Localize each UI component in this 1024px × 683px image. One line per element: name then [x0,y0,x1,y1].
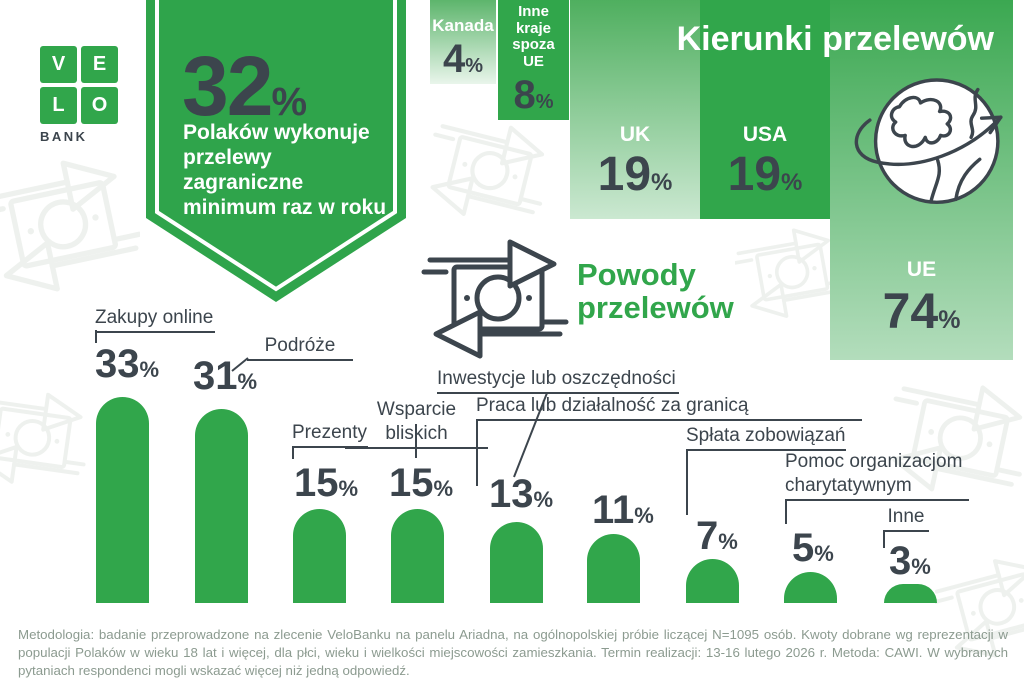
value-number: 31 [193,354,238,398]
value-number: 8 [513,73,536,117]
direction-label: USA [742,123,788,147]
direction-column-inne-kraje-spoza-ue: Inne kraje spoza UE 8% [498,0,569,120]
bar-sp-ata-zobowi-za [685,559,739,603]
bar-praca-lub-dzia-alno-za-granic [586,534,640,603]
value-unit: % [651,169,673,196]
bar-value: 7% [696,513,738,565]
bar-label: Praca lub działalność za granicą [476,394,862,421]
value-unit: % [535,91,554,113]
value-unit: % [911,554,931,579]
bar-label: Zakupy online [95,306,215,333]
direction-label: UK [619,123,651,147]
headline-line: przelewy [183,146,272,169]
money-transfer-icon [420,233,570,363]
bar-value: 11% [592,487,654,539]
bar-value: 33% [95,341,159,393]
globe-icon [854,78,1003,205]
headline-line: Polaków wykonuje [183,121,370,144]
bar-podr-e [194,409,248,603]
logo-letter-l: L [40,87,77,124]
direction-column-kanada: Kanada 4% [430,0,496,84]
velobank-logo-bank-label: BANK [40,129,88,144]
money-watermark-icon [425,115,550,225]
direction-label: Inne kraje spoza UE [512,2,555,71]
bar-label: Spłata zobowiązań [686,424,846,451]
bar-label: Prezenty [292,421,368,448]
value-unit: % [718,529,738,554]
value-unit: % [938,306,961,334]
value-unit: % [433,476,454,501]
headline-stat-description: Polaków wykonuje przelewy zagraniczne minim… [183,120,398,220]
value-unit: % [338,476,359,501]
direction-label: Kanada [432,15,494,35]
value-unit: % [634,503,654,528]
direction-value: 19% [728,151,803,199]
bar-inne [883,584,937,603]
reasons-section-title: Powody przelewów [577,257,734,326]
headline-ribbon [146,0,406,302]
bar-label: Wsparcie bliskich [345,398,488,449]
money-watermark-icon [0,155,140,295]
value-unit: % [465,55,484,77]
value-number: 5 [792,526,815,570]
logo-letter-e: E [81,46,118,83]
value-number: 33 [95,342,140,386]
directions-section-title: Kierunki przelewów [676,20,994,58]
methodology-note: Metodologia: badanie przeprowadzone na z… [18,627,1008,678]
money-watermark-icon [0,385,90,490]
value-number: 15 [294,461,339,505]
bar-label: Podróże [247,334,353,361]
value-number: 4 [442,37,466,81]
value-unit: % [533,487,554,512]
logo-letter-v: V [40,46,77,83]
value-number: 19 [727,148,782,201]
value-number: 74 [882,283,939,339]
direction-value: 19% [598,151,673,199]
bar-value: 31% [193,353,257,405]
bar-value: 3% [889,538,931,590]
bar-inwestycje-lub-oszcz-dno-ci [489,522,543,603]
bar-value: 5% [792,525,834,577]
headline-stat-value: 32% [182,39,308,133]
bar-prezenty [292,509,346,603]
value-unit: % [781,169,803,196]
value-number: 19 [597,148,652,201]
value-unit: % [139,357,160,382]
direction-value: 8% [513,75,553,115]
bar-label: Pomoc organizacjom charytatywnym [785,450,969,501]
bar-wsparcie-bliskich [390,509,444,603]
bar-value: 15% [389,460,453,512]
headline-line: zagraniczne [183,171,304,194]
value-number: 7 [696,514,719,558]
value-unit: % [814,541,834,566]
value-number: 15 [389,461,434,505]
value-unit: % [237,369,258,394]
bar-value: 13% [489,471,553,523]
direction-label: UE [906,258,937,282]
bar-zakupy-online [95,397,149,603]
direction-value: 74% [883,286,961,336]
value-number: 13 [489,472,534,516]
direction-column-uk: UK 19% [570,0,700,219]
headline-line: minimum raz w roku [183,196,387,219]
bar-value: 15% [294,460,358,512]
bar-label: Inwestycje lub oszczędności [437,367,679,394]
value-number: 3 [889,539,912,583]
logo-letter-o: O [81,87,118,124]
direction-value: 4% [443,39,483,79]
bar-label: Inne [883,505,929,532]
direction-column-usa: USA 19% [700,0,830,219]
value-number: 11 [592,488,635,532]
